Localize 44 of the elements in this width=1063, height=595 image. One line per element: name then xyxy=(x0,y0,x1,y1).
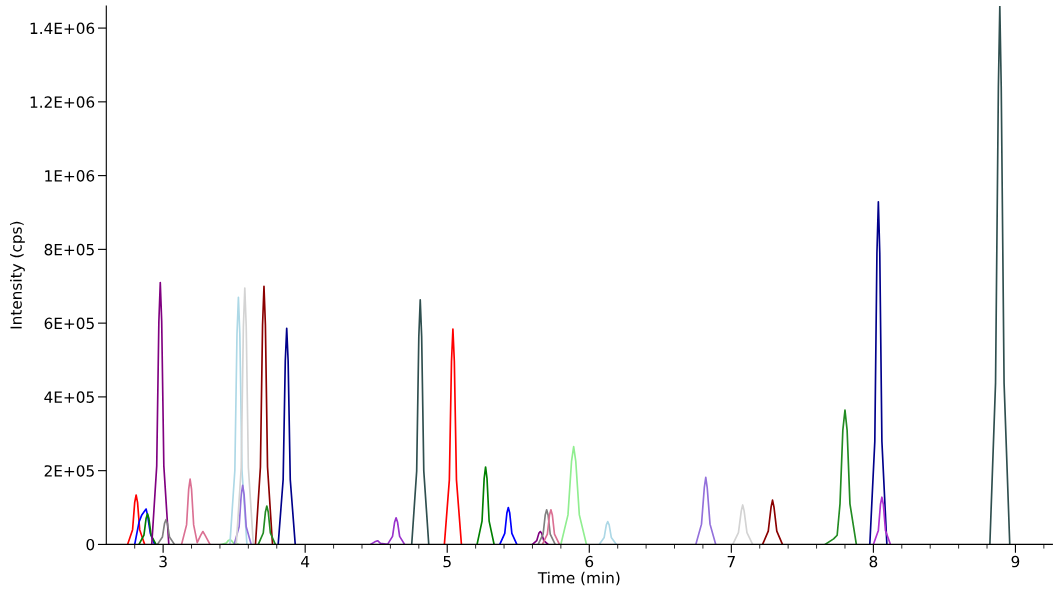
line-series xyxy=(138,512,157,545)
line-series xyxy=(531,530,549,545)
x-tick-label: 9 xyxy=(1011,555,1020,568)
x-tick-label: 8 xyxy=(869,555,878,568)
line-series xyxy=(233,484,253,545)
y-tick-label: 1E+06 xyxy=(45,170,95,182)
line-series xyxy=(369,517,406,545)
line-series xyxy=(560,445,588,545)
line-series xyxy=(126,494,146,545)
x-tick-label: 7 xyxy=(727,556,735,568)
y-tick-label: 1.2E+06 xyxy=(30,96,95,108)
line-series xyxy=(989,5,1011,545)
y-tick-label: 4E+05 xyxy=(44,391,94,403)
line-series xyxy=(156,518,176,545)
line-series xyxy=(761,499,784,545)
line-series xyxy=(133,508,156,545)
y-tick-label: 6E+05 xyxy=(44,317,94,330)
x-tick-label: 6 xyxy=(585,555,594,568)
line-series xyxy=(180,478,211,545)
line-series xyxy=(694,476,717,545)
y-tick-label: 2E+05 xyxy=(44,465,94,477)
line-series xyxy=(443,328,463,545)
line-series xyxy=(410,299,430,545)
x-tick-label: 4 xyxy=(301,556,310,568)
line-series xyxy=(229,296,248,545)
line-series xyxy=(824,409,858,545)
x-tick-label: 3 xyxy=(159,555,167,568)
line-series xyxy=(476,466,495,545)
line-series xyxy=(257,505,277,545)
line-series xyxy=(872,496,892,545)
line-series xyxy=(498,506,518,545)
line-series xyxy=(868,200,888,545)
y-axis-title: Intensity (cps) xyxy=(10,221,25,329)
x-axis-title: Time (min) xyxy=(537,571,620,586)
y-tick-label: 0 xyxy=(86,538,95,551)
line-series xyxy=(150,281,170,545)
line-series xyxy=(235,287,255,545)
line-series xyxy=(731,504,754,545)
line-series xyxy=(254,285,274,545)
y-tick-label: 1.4E+06 xyxy=(30,22,95,35)
line-series xyxy=(598,520,618,545)
x-tick-label: 5 xyxy=(443,556,451,568)
line-series xyxy=(277,327,297,545)
y-tick-label: 8E+05 xyxy=(44,243,94,256)
